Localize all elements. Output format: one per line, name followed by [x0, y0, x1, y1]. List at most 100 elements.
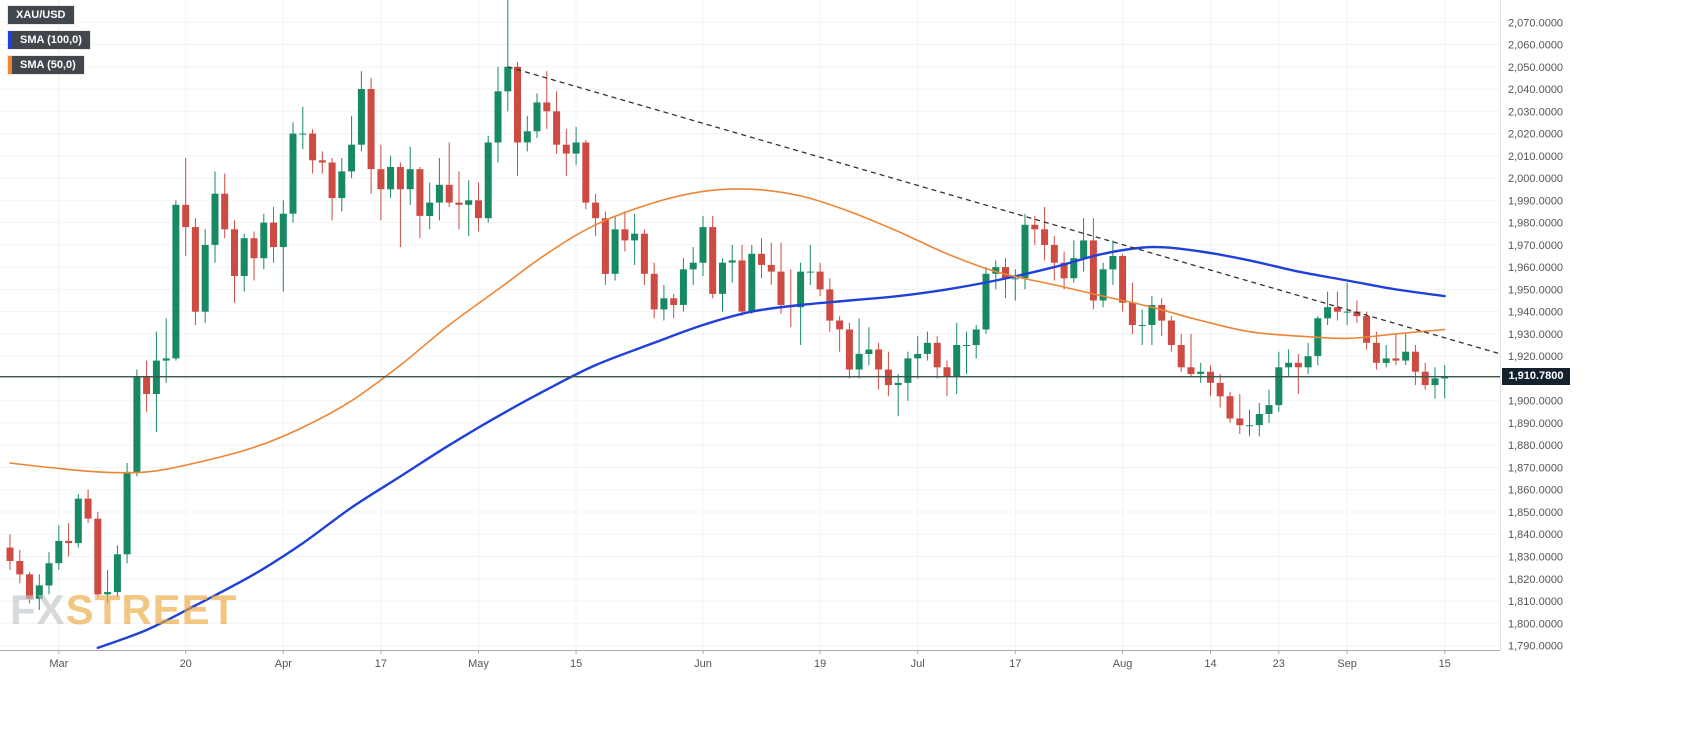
candle: [1148, 296, 1156, 345]
candle: [465, 180, 473, 236]
y-axis-label: 1,990.0000: [1508, 195, 1563, 207]
candle: [719, 258, 726, 312]
candle: [475, 182, 482, 232]
candle: [1119, 253, 1127, 312]
candle: [1294, 353, 1302, 394]
watermark-fx: FX: [10, 586, 66, 633]
candle: [338, 158, 346, 212]
indicator-badge-sma100[interactable]: SMA (100,0): [8, 31, 90, 49]
candle: [738, 244, 746, 317]
y-axis-label: 1,900.0000: [1508, 396, 1563, 408]
candle: [972, 325, 980, 359]
candle: [348, 115, 356, 179]
y-axis-label: 1,930.0000: [1508, 329, 1563, 341]
sma50-label: SMA (50,0): [20, 59, 76, 71]
sma100-line: [96, 245, 1446, 649]
candle: [1402, 333, 1410, 366]
candle: [572, 126, 580, 165]
candle: [592, 193, 600, 236]
candle: [533, 93, 541, 138]
candle: [1128, 282, 1136, 334]
x-axis-label: May: [468, 658, 489, 670]
chart-legend: XAU/USD SMA (100,0) SMA (50,0): [8, 6, 90, 74]
candle: [992, 260, 1000, 290]
candle: [1382, 345, 1390, 368]
sma50-line: [9, 188, 1446, 474]
candle: [1353, 300, 1361, 323]
candle: [982, 267, 990, 334]
x-axis-label: 14: [1204, 658, 1216, 670]
indicator-badge-sma50[interactable]: SMA (50,0): [8, 56, 84, 74]
candle: [191, 218, 199, 325]
candle: [1265, 389, 1273, 423]
candle: [484, 135, 492, 223]
candle: [328, 158, 336, 221]
candle: [845, 322, 853, 379]
candle: [865, 327, 873, 366]
candle: [914, 336, 922, 379]
candle: [1187, 333, 1195, 377]
candle: [1343, 282, 1351, 325]
candle: [357, 71, 365, 152]
candle: [387, 155, 395, 199]
y-axis-label: 1,870.0000: [1508, 463, 1563, 475]
candle: [1177, 333, 1185, 372]
candle: [182, 158, 190, 256]
candle: [1099, 262, 1107, 308]
x-axis-label: Apr: [275, 658, 292, 670]
candle: [933, 336, 941, 379]
candle: [767, 242, 775, 285]
candle: [679, 258, 687, 312]
x-axis-label: 17: [375, 658, 387, 670]
y-axis-label: 2,010.0000: [1508, 151, 1563, 163]
candle: [113, 545, 121, 597]
candle: [660, 284, 668, 321]
candle: [250, 231, 258, 281]
y-axis-label: 1,940.0000: [1508, 307, 1563, 319]
x-axis-label: 17: [1009, 658, 1021, 670]
candle: [777, 242, 785, 314]
candle: [670, 293, 678, 319]
candle: [406, 146, 414, 205]
candle: [582, 140, 590, 210]
y-axis-label: 1,970.0000: [1508, 240, 1563, 252]
candle: [123, 463, 131, 564]
y-axis-label: 1,830.0000: [1508, 552, 1563, 564]
candle: [1441, 365, 1449, 399]
y-axis-label: 2,000.0000: [1508, 173, 1563, 185]
candle: [84, 489, 92, 524]
candle: [1372, 331, 1380, 370]
candle: [553, 91, 561, 154]
candle: [1333, 291, 1341, 321]
candle: [1207, 365, 1214, 397]
sma100-color-strip: [8, 31, 12, 49]
candle: [172, 200, 180, 361]
candle: [953, 322, 961, 394]
candle: [1041, 207, 1049, 261]
candle: [201, 229, 209, 323]
candle: [494, 66, 502, 163]
candle: [758, 238, 765, 279]
y-axis-label: 1,860.0000: [1508, 485, 1563, 497]
candle: [318, 151, 326, 174]
candle: [1236, 394, 1244, 435]
candle: [1431, 367, 1439, 399]
candle: [689, 247, 697, 285]
candle: [1216, 374, 1224, 408]
candle: [748, 244, 756, 314]
y-axis-label: 2,020.0000: [1508, 129, 1563, 141]
watermark-street: STREET: [65, 586, 238, 633]
candle: [45, 552, 53, 595]
candle: [709, 215, 717, 299]
candle: [435, 158, 443, 221]
x-axis-label: 15: [1439, 658, 1451, 670]
y-axis-label: 1,950.0000: [1508, 284, 1563, 296]
candle: [963, 331, 970, 374]
symbol-badge[interactable]: XAU/USD: [8, 6, 74, 24]
candle: [1021, 213, 1029, 290]
candle: [1109, 240, 1117, 285]
candle: [231, 220, 238, 303]
trendline[interactable]: [507, 66, 1501, 355]
y-axis-label: 1,790.0000: [1508, 641, 1563, 653]
